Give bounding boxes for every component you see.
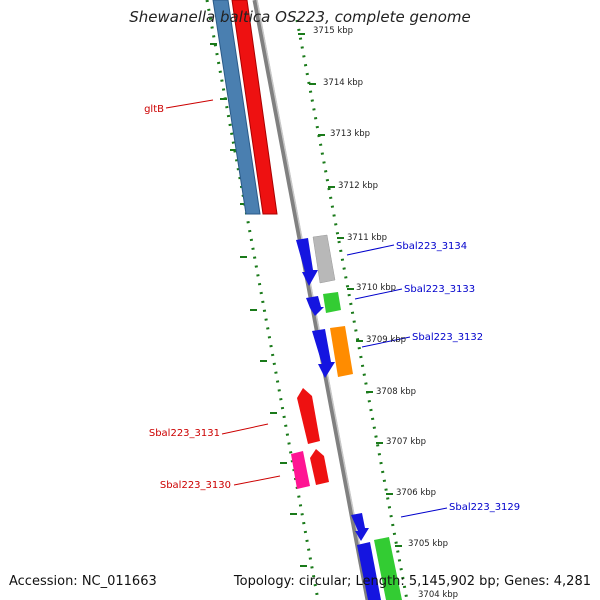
gene-sbal223-3130-pink[interactable] [291,451,310,489]
genome-summary: Topology: circular; Length: 5,145,902 bp… [233,574,591,589]
outer-ruler-ticks [298,33,402,547]
gene-label-sbal223-3129[interactable]: Sbal223_3129 [449,502,520,513]
tick-label: 3715 kbp [313,26,353,36]
gene-label-sbal223-3133[interactable]: Sbal223_3133 [404,284,475,295]
leader-line-gltB [165,99,214,109]
tick-labels: 3715 kbp 3714 kbp 3713 kbp 3712 kbp 3711… [313,26,458,600]
leader-line-3132 [361,336,411,348]
map-title: Shewanella baltica OS223, complete genom… [129,8,471,26]
gene-sbal223-3129-green[interactable] [374,537,402,600]
leader-line-3129 [400,507,448,518]
gene-label-sbal223-3134[interactable]: Sbal223_3134 [396,241,467,252]
gene-labels: gltB Sbal223_3134 Sbal223_3133 Sbal223_3… [144,104,520,513]
gene-sbal223-3129-blue-lower[interactable] [357,542,381,600]
gene-label-sbal223-3130[interactable]: Sbal223_3130 [160,480,231,491]
tick-label: 3704 kbp [418,590,458,600]
gene-gltB-red[interactable] [231,0,278,215]
tick-label: 3714 kbp [323,78,363,88]
gene-sbal223-3132-blue[interactable] [312,329,335,378]
tick-label: 3711 kbp [347,233,387,243]
accession-label: Accession: NC_011663 [9,574,157,589]
tick-label: 3709 kbp [366,335,406,345]
leader-line-3130 [233,475,281,486]
gene-label-sbal223-3131[interactable]: Sbal223_3131 [149,428,220,439]
tick-label: 3707 kbp [386,437,426,447]
tick-label: 3705 kbp [408,539,448,549]
gene-sbal223-3132-orange[interactable] [330,326,353,377]
tick-label: 3712 kbp [338,181,378,191]
tick-label: 3710 kbp [356,283,396,293]
leader-line-3133 [354,288,403,300]
leader-line-3131 [221,423,269,435]
gene-sbal223-3134-gray[interactable] [312,234,336,284]
tick-label: 3706 kbp [396,488,436,498]
gene-sbal223-3133-blue[interactable] [306,296,324,316]
gene-sbal223-3133-green[interactable] [323,292,341,313]
gene-sbal223-3129-blue-upper[interactable] [351,513,369,541]
tick-label: 3713 kbp [330,129,370,139]
leader-line-3134 [346,244,395,256]
gene-label-gltB[interactable]: gltB [144,104,164,115]
gene-sbal223-3131[interactable] [297,388,320,444]
gene-label-sbal223-3132[interactable]: Sbal223_3132 [412,332,483,343]
inner-dotted-ruler [205,0,320,600]
gene-gltB-steelblue[interactable] [212,0,261,215]
gene-sbal223-3130-red[interactable] [310,449,329,485]
leader-lines [165,99,448,518]
tick-label: 3708 kbp [376,387,416,397]
inner-ruler-ticks [210,43,307,567]
gene-sbal223-3134-blue[interactable] [296,238,318,286]
